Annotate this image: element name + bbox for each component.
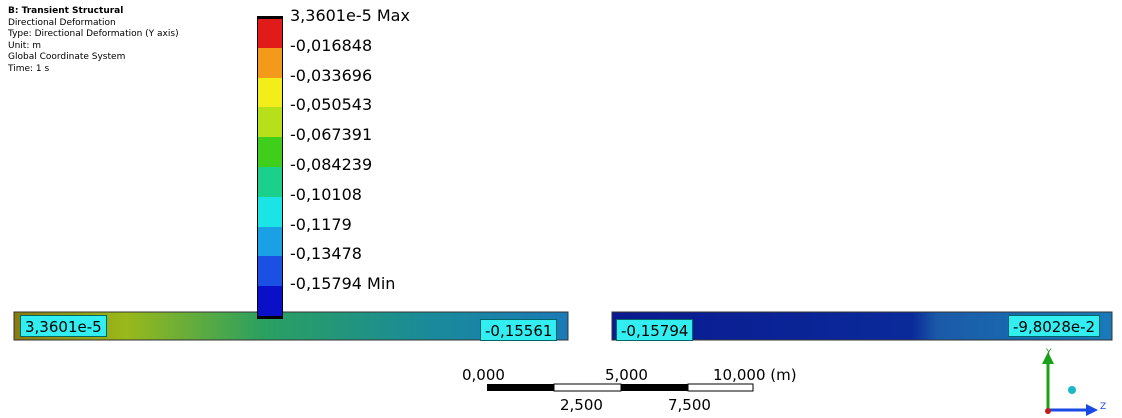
scale-bar xyxy=(487,384,753,391)
scale-label: 2,500 xyxy=(560,396,603,414)
viewport xyxy=(0,0,1122,418)
legend-band xyxy=(257,227,283,257)
legend-label: 3,3601e-5 Max xyxy=(290,6,410,25)
scale-label: 5,000 xyxy=(605,366,648,384)
legend-band xyxy=(257,256,283,286)
legend-label: -0,10108 xyxy=(290,185,362,204)
legend-label: -0,1179 xyxy=(290,215,352,234)
legend-label: -0,050543 xyxy=(290,95,372,114)
legend-label: -0,15794 Min xyxy=(290,274,395,293)
legend-band xyxy=(257,18,283,48)
scale-label: 7,500 xyxy=(668,396,711,414)
probe-label: -0,15561 xyxy=(480,319,557,341)
legend-cap xyxy=(257,316,283,319)
scale-label: 10,000 (m) xyxy=(713,366,797,384)
probe-label: -9,8028e-2 xyxy=(1008,315,1100,337)
legend-label: -0,084239 xyxy=(290,155,372,174)
probe-label: 3,3601e-5 xyxy=(20,315,107,337)
probe-label: -0,15794 xyxy=(616,319,693,341)
legend-band xyxy=(257,78,283,108)
legend-band xyxy=(257,137,283,167)
axis-triad xyxy=(1042,352,1098,416)
axis-label: Z xyxy=(1100,402,1106,412)
legend-label: -0,016848 xyxy=(290,36,372,55)
legend-band xyxy=(257,48,283,78)
page: B: Transient Structural Directional Defo… xyxy=(0,0,1122,418)
legend-label: -0,067391 xyxy=(290,125,372,144)
scale-label: 0,000 xyxy=(462,366,505,384)
legend-band xyxy=(257,107,283,137)
legend-band xyxy=(257,167,283,197)
axis-label: Y xyxy=(1046,348,1052,358)
legend-band xyxy=(257,197,283,227)
legend-band xyxy=(257,286,283,316)
legend-label: -0,13478 xyxy=(290,244,362,263)
legend-label: -0,033696 xyxy=(290,66,372,85)
legend-cap xyxy=(257,16,283,19)
